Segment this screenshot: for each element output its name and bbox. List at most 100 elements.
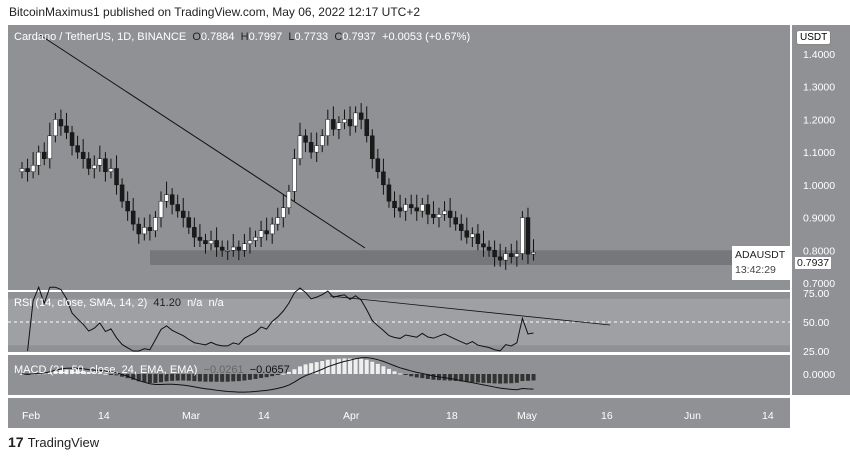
time-tick: 16 [601, 410, 613, 422]
macd-histogram-bar [70, 369, 75, 374]
macd-histogram-bar [498, 374, 503, 384]
price-chart[interactable]: 1.4000 1.3000 1.2000 1.1000 1.0000 0.9000 0.80… [0, 0, 850, 430]
macd-title: MACD (21, 50, close, 24, EMA, EMA) [14, 364, 198, 376]
candle [386, 184, 392, 202]
time-tick: Mar [182, 410, 201, 422]
macd-histogram-bar [159, 374, 163, 383]
low-label: L [288, 31, 295, 43]
macd-histogram-bar [292, 369, 297, 374]
macd-v2: −0.0657 [249, 364, 290, 376]
macd-histogram-bar [253, 374, 258, 379]
open-value: 0.7884 [200, 31, 235, 43]
macd-histogram-bar [481, 374, 486, 383]
candle [208, 240, 214, 244]
footer-brand[interactable]: 17 TradingView [8, 434, 99, 450]
macd-histogram-bar [492, 374, 497, 384]
macd-histogram-bar [58, 369, 63, 374]
open-label: O [192, 31, 201, 43]
rsi-v3: n/a [208, 297, 224, 309]
macd-histogram-bar [114, 374, 119, 376]
candle [25, 168, 30, 173]
macd-line [21, 357, 534, 393]
macd-histogram-bar [409, 374, 414, 377]
candle [264, 230, 269, 235]
macd-histogram-bar [192, 374, 197, 382]
candle [297, 135, 303, 159]
tradingview-logo-icon: 17 [8, 434, 24, 450]
candle [19, 168, 25, 173]
macd-histogram-bar [86, 371, 91, 374]
macd-histogram-bar [375, 363, 380, 374]
candle [342, 119, 347, 123]
candle [358, 112, 364, 120]
candle [370, 135, 375, 159]
macd-histogram-bar [392, 371, 397, 374]
macd-histogram-bar [264, 374, 269, 378]
price-axis-pane [792, 25, 850, 395]
macd-histogram-bar [459, 374, 464, 382]
macd-histogram-bar [214, 374, 219, 382]
high-label: H [240, 31, 249, 43]
macd-histogram-bar [197, 374, 202, 382]
candle [319, 135, 325, 146]
macd-histogram-bar [503, 374, 508, 384]
currency-button[interactable]: USDT [796, 30, 832, 45]
change-value: +0.0053 (+0.67%) [382, 31, 471, 43]
candle [442, 210, 447, 215]
macd-histogram-bar [331, 359, 336, 374]
macd-histogram-bar [97, 373, 102, 375]
macd-tick: 0.0000 [803, 369, 835, 381]
candle [520, 217, 525, 254]
price-tag-countdown: 13:42:29 [735, 264, 776, 276]
macd-histogram-bar [303, 364, 308, 374]
candle [108, 168, 114, 173]
rsi-legend: RSI (14, close, SMA, 14, 2) 41.20 n/a n/… [14, 297, 224, 309]
macd-histogram-bar [231, 374, 236, 382]
rsi-tick: 50.00 [803, 317, 829, 329]
macd-histogram-bar [131, 374, 136, 380]
candle [470, 233, 475, 238]
price-tag-symbol: ADAUSDT [735, 249, 786, 261]
candle [531, 252, 536, 255]
candle [503, 253, 508, 261]
close-label: C [334, 31, 343, 43]
candle [175, 204, 180, 212]
candle [464, 230, 470, 238]
price-tick: 0.8000 [803, 245, 835, 257]
candle [192, 227, 197, 238]
macd-histogram-bar [75, 370, 80, 374]
candle [169, 194, 175, 205]
macd-histogram-bar [120, 374, 125, 377]
candle [64, 125, 69, 133]
price-tag: ADAUSDT 13:42:29 [732, 246, 790, 280]
candle [158, 200, 164, 218]
price-tag-price: 0.7937 [795, 257, 832, 269]
macd-histogram-bar [225, 374, 230, 382]
price-tick: 1.1000 [803, 147, 835, 159]
macd-histogram-bar [514, 374, 519, 383]
macd-histogram-bar [181, 374, 186, 381]
macd-histogram-bar [353, 358, 358, 374]
macd-histogram-bar [431, 374, 436, 380]
candle [47, 135, 53, 159]
macd-histogram-bar [236, 374, 241, 382]
rsi-title: RSI (14, close, SMA, 14, 2) [14, 297, 148, 309]
macd-histogram-bar [147, 374, 152, 383]
macd-histogram-bar [281, 373, 286, 375]
publisher-line: BitcoinMaximus1 published on TradingView… [9, 5, 421, 19]
candle [414, 207, 420, 212]
time-axis-pane [8, 398, 790, 428]
candle [431, 214, 436, 218]
candle [425, 204, 431, 215]
high-value: 0.7997 [248, 31, 283, 43]
time-tick: Feb [22, 410, 40, 422]
macd-histogram-bar [475, 374, 480, 383]
time-tick: Jun [684, 410, 701, 422]
macd-histogram-bar [381, 366, 386, 374]
macd-histogram-bar [342, 358, 347, 374]
price-tick: 0.9000 [803, 213, 835, 225]
macd-histogram-bar [164, 374, 169, 382]
symbol-title: Cardano / TetherUS, 1D, BINANCE [14, 31, 187, 43]
macd-histogram-bar [142, 374, 147, 383]
candle [481, 243, 486, 248]
